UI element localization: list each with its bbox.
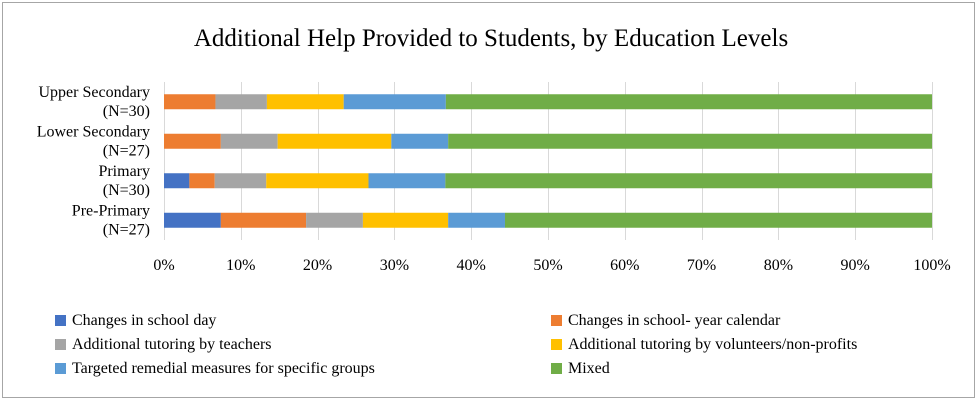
- bar-segment: [391, 133, 449, 149]
- bar-segment: [220, 212, 307, 228]
- bar-segment: [189, 173, 215, 189]
- legend-label: Additional tutoring by volunteers/non-pr…: [568, 336, 857, 353]
- bar-segment: [362, 212, 449, 228]
- x-tick-label: 100%: [913, 257, 950, 274]
- category-label: Primary (N=30): [98, 163, 150, 199]
- legend-swatch: [55, 363, 66, 374]
- x-tick-label: 30%: [380, 257, 409, 274]
- legend-swatch: [55, 339, 66, 350]
- legend-label: Changes in school- year calendar: [568, 312, 781, 329]
- x-tick-label: 40%: [457, 257, 486, 274]
- bar-segment: [504, 212, 932, 228]
- bar-segment: [266, 94, 344, 110]
- x-tick-label: 10%: [226, 257, 255, 274]
- x-tick-label: 70%: [687, 257, 716, 274]
- legend-swatch: [55, 315, 66, 326]
- category-label: Pre-Primary (N=27): [72, 202, 150, 238]
- bar-segment: [445, 94, 932, 110]
- legend-label: Changes in school day: [72, 312, 216, 329]
- legend-swatch: [551, 363, 562, 374]
- x-tick-label: 90%: [841, 257, 870, 274]
- x-tick-labels: 0% 10% 20% 30% 40% 50% 60% 70% 80% 90% 100%: [153, 257, 950, 274]
- bar-segment: [266, 173, 369, 189]
- bar-segment: [164, 173, 190, 189]
- chart-frame: Additional Help Provided to Students, by…: [2, 2, 975, 398]
- bar-segment: [448, 212, 505, 228]
- bar-segment: [164, 94, 216, 110]
- x-tick-label: 50%: [533, 257, 562, 274]
- legend: Changes in school day Changes in school- …: [55, 312, 857, 377]
- x-tick-label: 80%: [764, 257, 793, 274]
- legend-swatch: [551, 315, 562, 326]
- bar-segment: [214, 173, 267, 189]
- bar-segment: [215, 94, 267, 110]
- category-label: Lower Secondary (N=27): [37, 123, 150, 159]
- bar-segment: [164, 133, 221, 149]
- x-tick-label: 0%: [153, 257, 174, 274]
- legend-label: Mixed: [568, 360, 610, 377]
- category-labels: Upper Secondary (N=30)Lower Secondary (N=2…: [37, 84, 150, 239]
- legend-label: Additional tutoring by teachers: [72, 336, 272, 353]
- bar-segment: [368, 173, 446, 189]
- bar-segment: [164, 212, 221, 228]
- bar-segment: [445, 173, 932, 189]
- bar-segment: [343, 94, 446, 110]
- category-label: Upper Secondary (N=30): [38, 84, 150, 120]
- bar-segment: [306, 212, 363, 228]
- x-tick-label: 60%: [610, 257, 639, 274]
- legend-swatch: [551, 339, 562, 350]
- bar-segment: [220, 133, 278, 149]
- legend-label: Targeted remedial measures for specific …: [72, 360, 375, 377]
- stacked-bar-chart: Additional Help Provided to Students, by…: [37, 25, 951, 377]
- x-tick-label: 20%: [303, 257, 332, 274]
- bar-segment: [448, 133, 932, 149]
- chart-title: Additional Help Provided to Students, by…: [194, 25, 788, 52]
- bars: [164, 94, 932, 228]
- bar-segment: [277, 133, 392, 149]
